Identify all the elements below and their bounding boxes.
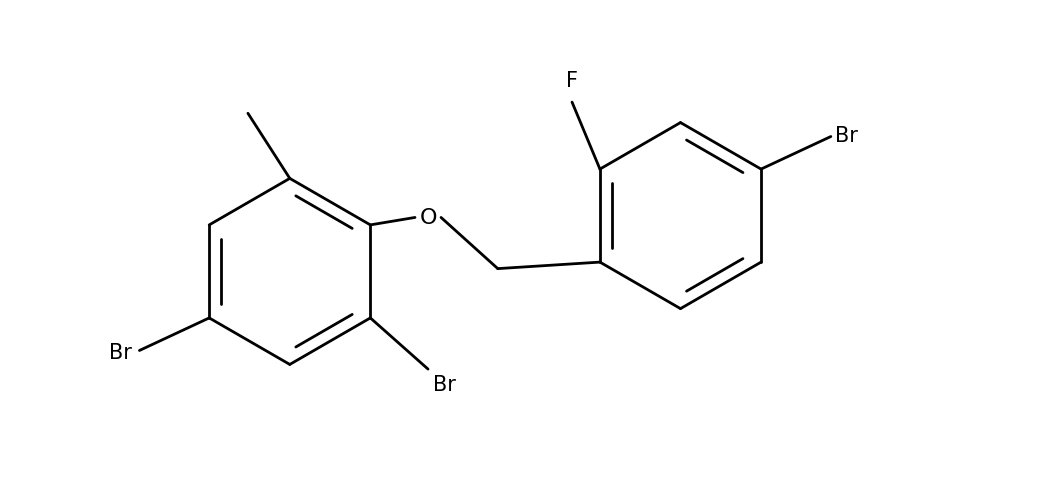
Text: O: O [419, 208, 436, 228]
Text: Br: Br [433, 374, 455, 394]
Text: F: F [566, 71, 578, 91]
Text: Br: Br [836, 125, 858, 145]
Text: Br: Br [110, 343, 132, 363]
